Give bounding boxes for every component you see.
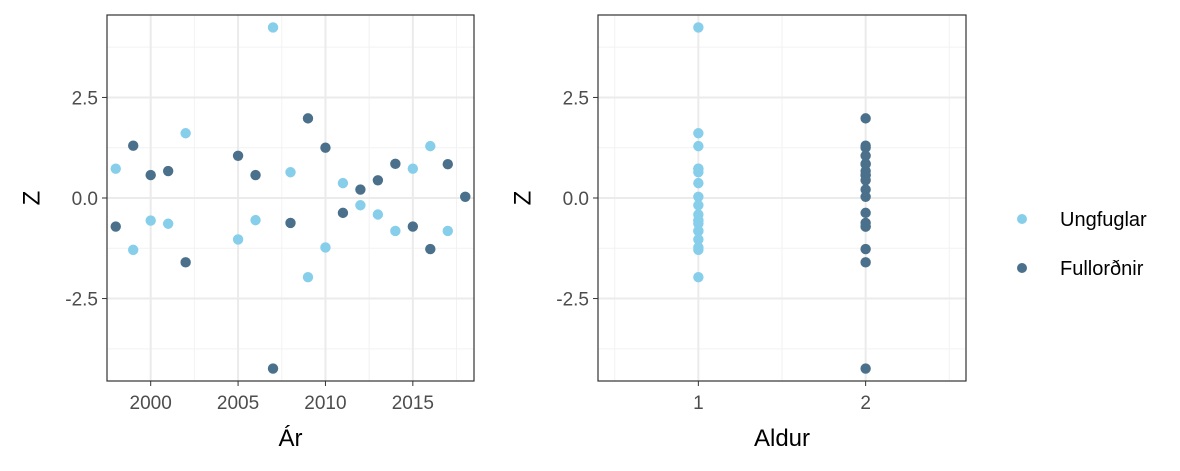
point-ungfuglar (693, 128, 704, 139)
point-ungfuglar (285, 167, 296, 178)
legend-key-ungfuglar (1017, 214, 1027, 224)
y-axis-title-age: Z (509, 191, 536, 206)
point-ungfuglar (110, 163, 121, 174)
point-fullordnir (860, 175, 871, 186)
point-ungfuglar (128, 244, 139, 256)
point-fullordnir (162, 165, 174, 177)
point-fullordnir (180, 257, 191, 268)
point-fullordnir (250, 169, 261, 181)
x-axis-title-year: Ár (279, 425, 303, 452)
point-ungfuglar (442, 225, 453, 237)
point-ungfuglar (320, 242, 331, 253)
point-ungfuglar (232, 234, 244, 245)
point-fullordnir (337, 207, 349, 219)
point-ungfuglar (693, 22, 704, 33)
point-ungfuglar (693, 234, 704, 245)
point-fullordnir (267, 363, 279, 374)
point-ungfuglar (693, 272, 704, 283)
x-tick-label: 2000 (130, 393, 172, 414)
point-ungfuglar (693, 140, 704, 152)
point-ungfuglar (693, 244, 704, 256)
point-fullordnir (407, 221, 419, 232)
point-fullordnir (860, 363, 871, 374)
x-tick-label: 2015 (392, 393, 434, 414)
legend-label-ungfuglar: Ungfuglar (1060, 209, 1147, 231)
point-ungfuglar (693, 191, 704, 202)
point-ungfuglar (693, 177, 704, 189)
point-ungfuglar (693, 200, 704, 211)
point-fullordnir (860, 184, 871, 195)
point-ungfuglar (693, 225, 704, 237)
point-ungfuglar (407, 163, 419, 174)
panel-age: -2.5 0.0 2.5 1 2 Aldur Z (509, 14, 967, 452)
point-ungfuglar (267, 22, 279, 33)
point-fullordnir (442, 159, 453, 170)
point-fullordnir (145, 169, 156, 181)
legend-label-fullordnir: Fullorðnir (1060, 258, 1144, 280)
point-fullordnir (372, 175, 384, 186)
point-fullordnir (860, 191, 871, 202)
point-ungfuglar (162, 218, 174, 229)
point-ungfuglar (390, 225, 401, 237)
y-tick-label: -2.5 (556, 290, 589, 311)
y-tick-label: -2.5 (65, 290, 98, 311)
point-fullordnir (128, 140, 139, 151)
point-fullordnir (860, 113, 871, 124)
y-tick-label: 0.0 (563, 189, 589, 210)
y-tick-label: 2.5 (72, 88, 98, 109)
point-ungfuglar (425, 140, 436, 152)
point-ungfuglar (372, 209, 384, 220)
y-tick-label: 0.0 (72, 189, 98, 210)
point-fullordnir (425, 243, 436, 255)
x-tick-label: 1 (693, 393, 704, 414)
point-ungfuglar (250, 214, 261, 226)
y-tick-label: 2.5 (563, 88, 589, 109)
point-fullordnir (390, 158, 401, 170)
point-ungfuglar (302, 272, 314, 283)
x-axis-title-age: Aldur (754, 425, 810, 452)
legend: Ungfuglar Fullorðnir (1017, 209, 1147, 280)
point-fullordnir (860, 257, 871, 268)
point-fullordnir (355, 184, 366, 195)
panel-year: -2.5 0.0 2.5 2000 2005 2010 2015 Ár Z (18, 14, 475, 452)
legend-key-fullordnir (1017, 263, 1027, 273)
point-fullordnir (860, 142, 871, 153)
point-fullordnir (320, 142, 331, 153)
point-fullordnir (860, 243, 871, 255)
point-fullordnir (232, 150, 244, 161)
point-fullordnir (302, 113, 314, 124)
point-fullordnir (860, 221, 871, 232)
point-fullordnir (460, 191, 471, 202)
point-fullordnir (860, 150, 871, 161)
point-ungfuglar (693, 218, 704, 229)
x-tick-label: 2005 (217, 393, 259, 414)
point-fullordnir (860, 207, 871, 219)
point-ungfuglar (355, 200, 366, 211)
x-tick-label: 2 (860, 393, 871, 414)
point-ungfuglar (180, 128, 191, 139)
x-tick-label: 2010 (304, 393, 346, 414)
point-ungfuglar (693, 167, 704, 178)
point-ungfuglar (337, 177, 349, 189)
point-fullordnir (110, 221, 121, 232)
point-fullordnir (285, 217, 296, 229)
y-axis-title-year: Z (18, 191, 45, 206)
point-ungfuglar (145, 215, 156, 226)
